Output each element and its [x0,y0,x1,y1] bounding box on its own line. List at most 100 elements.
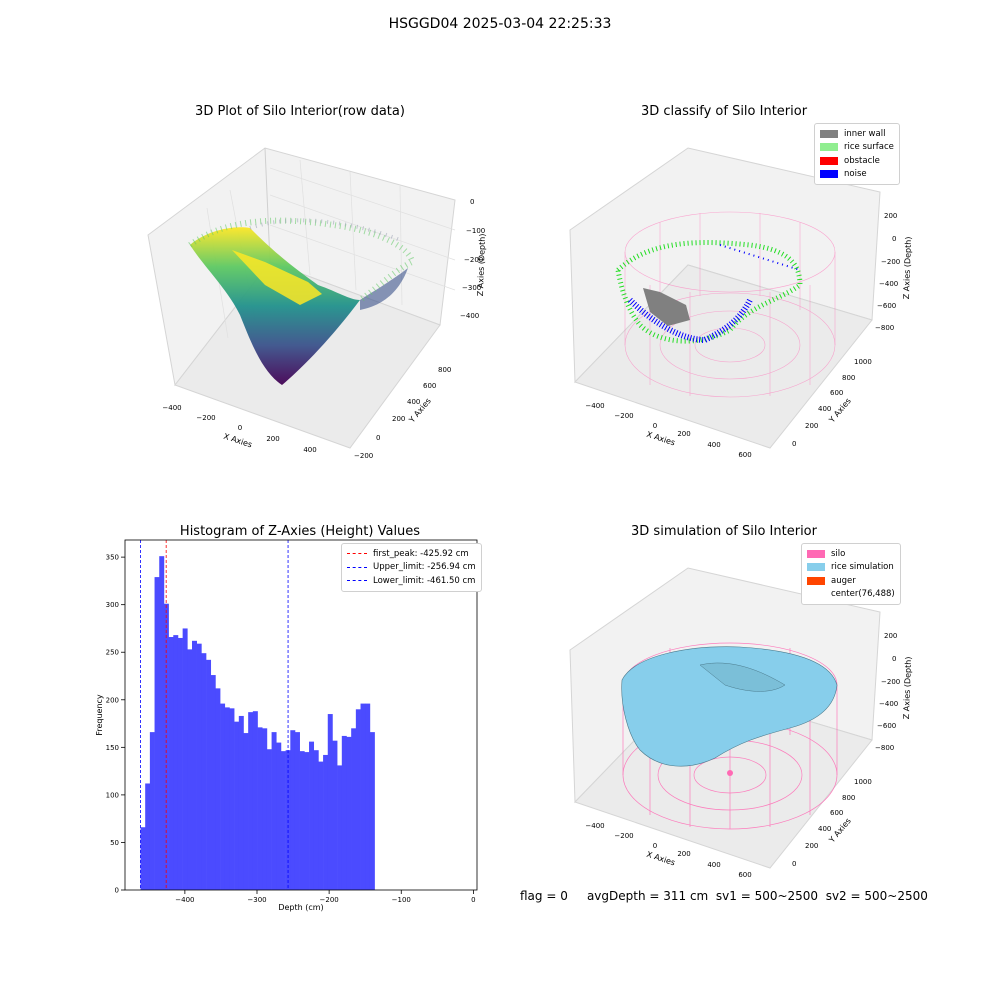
figure-title: HSGGD04 2025-03-04 22:25:33 [388,16,612,32]
panel4-z-label: Z Axies (Depth) [902,656,913,719]
panel2-z-tick: −600 [877,302,896,310]
panel1-y-tick: 600 [423,382,436,390]
histogram-bar [243,733,249,890]
histogram-bar [154,577,160,890]
histogram-bar [229,708,235,890]
legend-swatch [820,129,838,138]
histogram-bar [215,688,221,890]
histogram-x-tick-label: −300 [247,896,266,904]
histogram-bar [351,728,357,890]
histogram-bar [266,749,272,890]
panel4-rice-surface [621,646,838,776]
panel2-3d-plot: −400 −200 0 200 400 600 X Axies 0 200 40… [569,147,913,459]
panel2-points [615,240,803,344]
histogram-y-tick-label: 0 [115,887,119,895]
panel4-y-tick: 200 [805,842,818,850]
histogram-bar [182,628,188,890]
histogram-y-tick-label: 200 [106,696,119,704]
histogram-bar [360,703,366,890]
histogram-bar [271,732,277,890]
panel2-x-tick: 600 [738,451,751,459]
panel1-z-tick: 0 [470,198,474,206]
histogram-reference-lines [140,540,289,890]
panel4-x-tick: 200 [677,850,690,858]
histogram-bar [280,751,286,890]
histogram-y-label: Frequency [95,694,104,736]
histogram-bar [248,712,254,890]
legend-swatch [820,170,838,179]
histogram-y-ticks: 0 50 100 150 200 250 300 350 [106,554,125,895]
histogram-bar [341,735,347,890]
panel4-y-tick: 0 [792,860,796,868]
histogram-bar [332,740,338,890]
panel4-3d-plot: −400 −200 0 200 400 600 X Axies 0 200 40… [569,567,913,879]
panel4-z-tick: −600 [877,722,896,730]
panel4-x-tick: 600 [738,871,751,879]
histogram-bar [159,556,165,890]
panel2-y-tick: 600 [830,389,843,397]
legend-line-swatch [347,553,367,555]
panel4-y-tick: 400 [818,825,831,833]
legend-swatch [820,156,838,165]
histogram-bar [168,637,174,890]
histogram-bar [290,730,296,890]
legend-swatch [807,590,825,598]
panel1-y-tick: 800 [438,366,451,374]
status-line: flag = 0 avgDepth = 311 cm sv1 = 500~250… [520,889,928,903]
panel2-x-label: X Axies [645,430,676,448]
legend-line-swatch [347,580,367,582]
panel1-x-ticks: −400 −200 0 200 400 [162,404,316,454]
legend-label: noise [844,169,867,180]
histogram-bar [304,752,310,890]
histogram-bar [173,635,179,890]
histogram-y-tick-label: 350 [106,554,119,562]
panel2-z-tick: 0 [892,235,896,243]
legend-label: Upper_limit: -256.94 cm [373,562,476,573]
histogram-x-tick-label: −400 [175,896,194,904]
panel2-z-tick: −800 [875,324,894,332]
histogram-bar [206,659,212,890]
panel1-y-ticks: −200 0 200 400 600 800 [354,366,451,460]
panel2-z-tick: −400 [879,280,898,288]
histogram-bar [262,728,268,890]
panel4-z-tick: −800 [875,744,894,752]
histogram-bar [309,741,315,890]
histogram-bar [187,649,193,890]
panel4-z-tick: −200 [881,678,900,686]
histogram-y-tick-label: 150 [106,744,119,752]
panel4-y-tick: 1000 [854,778,872,786]
panel2-y-tick: 400 [818,405,831,413]
panel2-x-tick: 400 [707,441,720,449]
panel1-y-tick: 400 [407,398,420,406]
panel4-z-tick: 200 [884,632,897,640]
legend-swatch [807,576,825,585]
histogram-bar [323,754,329,890]
panel4-x-tick: 400 [707,861,720,869]
histogram-bar [346,736,352,890]
histogram-bar [220,703,226,890]
panel4-x-label: X Axies [645,850,676,868]
histogram-bar [196,643,202,890]
histogram-bar [327,714,333,890]
panel4-z-tick: −400 [879,700,898,708]
panel2-y-tick: 200 [805,422,818,430]
histogram-x-tick-label: −200 [320,896,339,904]
panel2-x-ticks: −400 −200 0 200 400 600 [585,402,751,459]
histogram-bar [313,750,319,890]
status-sv1: sv1 = 500~2500 [715,889,819,903]
panel1-z-tick: −200 [464,256,483,264]
panel2-z-ticks: 200 0 −200 −400 −600 −800 [875,212,900,332]
legend-item: rice simulation [807,561,895,575]
histogram-bar [234,721,240,890]
legend-label: silo [831,548,846,559]
histogram-frame [124,539,478,891]
status-avg-depth: avgDepth = 311 cm [586,889,709,903]
panel1-y-tick: 200 [392,415,405,423]
panel1-surface [188,217,416,385]
legend-item: center(76,488) [807,588,895,602]
panel1-3d-plot: −400 −200 0 200 400 X Axies −200 0 200 4… [147,147,487,460]
histogram-bar [337,765,343,890]
histogram-x-tick-label: 0 [471,896,475,904]
panel4-legend: silo rice simulation auger center(76,488… [801,543,901,605]
histogram-y-tick-label: 100 [106,791,119,799]
